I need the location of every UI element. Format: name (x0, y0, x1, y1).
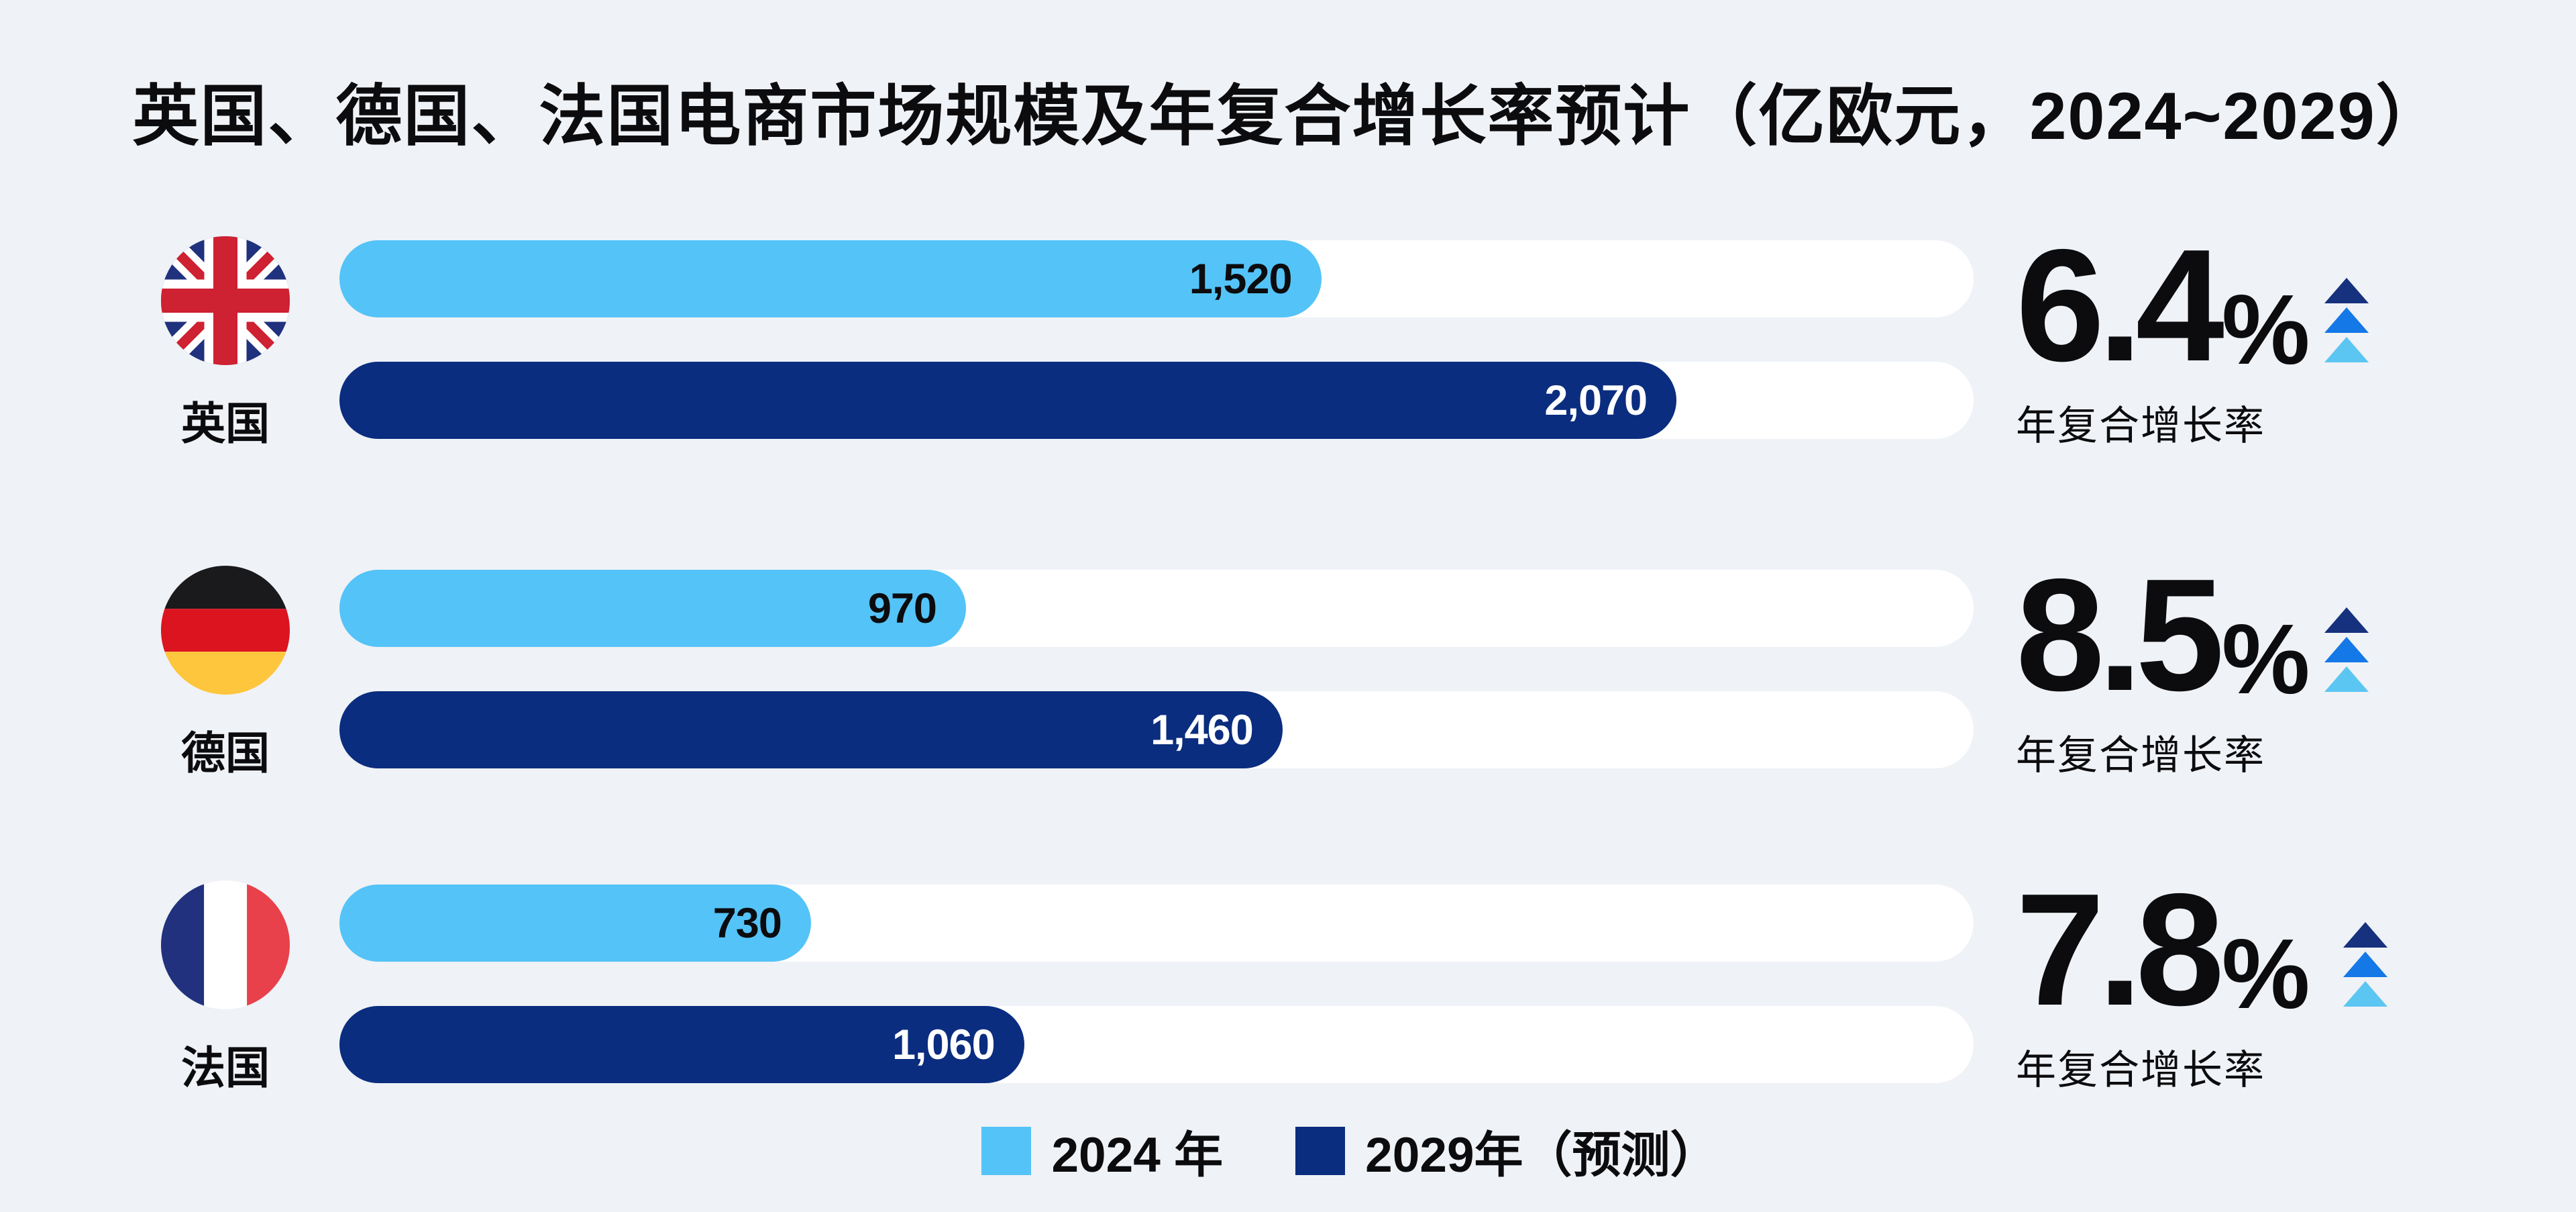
country-row-france: 法国 730 1,060 7.8 % 年复合增长率 (0, 861, 2576, 1114)
country-label: 法国 (181, 1043, 270, 1093)
bar-track-2024: 1,520 (339, 240, 1974, 317)
cagr-percent-sign: % (2221, 274, 2310, 385)
legend-item-2029: 2029年（预测） (1295, 1115, 1719, 1186)
bar-france-2029: 1,060 (339, 1006, 1024, 1083)
cagr-label: 年复合增长率 (2016, 403, 2265, 448)
country-row-uk: 英国 1,520 2,070 6.4 % 年复合增长率 (0, 217, 2576, 470)
bar-uk-2029: 2,070 (339, 362, 1677, 439)
germany-flag-icon (161, 566, 290, 695)
bar-track-2029: 2,070 (339, 362, 1974, 439)
uk-flag-icon (161, 236, 290, 365)
bar-value-label: 1,460 (1150, 706, 1254, 754)
bar-value-label: 1,520 (1189, 255, 1293, 303)
legend-label-2029: 2029年（预测） (1365, 1128, 1719, 1182)
growth-arrows-icon (2343, 922, 2388, 1007)
cagr-block-france: 7.8 % 年复合增长率 (2016, 861, 2566, 1096)
bar-track-2024: 970 (339, 570, 1974, 647)
growth-arrows-icon (2324, 278, 2369, 362)
bar-track-2024: 730 (339, 885, 1974, 962)
bar-uk-2024: 1,520 (339, 240, 1322, 317)
cagr-value: 7.8 (2016, 861, 2224, 1039)
legend-swatch-2024 (981, 1127, 1032, 1175)
bar-value-label: 1,060 (892, 1021, 996, 1068)
chart-title: 英国、德国、法国电商市场规模及年复合增长率预计（亿欧元，2024~2029） (132, 79, 2444, 153)
country-row-germany: 德国 970 1,460 8.5 % 年复合增长率 (0, 546, 2576, 799)
cagr-label: 年复合增长率 (2016, 1048, 2265, 1093)
bar-germany-2029: 1,460 (339, 691, 1283, 768)
growth-arrows-icon (2324, 607, 2369, 692)
bar-value-label: 2,070 (1544, 376, 1648, 424)
legend-label-2024: 2024 年 (1051, 1128, 1224, 1182)
bar-value-label: 970 (867, 585, 937, 632)
bar-germany-2024: 970 (339, 570, 966, 647)
legend: 2024 年 2029年（预测） (62, 1115, 2576, 1186)
cagr-value: 6.4 (2016, 217, 2224, 395)
cagr-percent-sign: % (2221, 604, 2310, 715)
bar-track-2029: 1,460 (339, 691, 1974, 768)
france-flag-icon (161, 880, 290, 1009)
cagr-block-germany: 8.5 % 年复合增长率 (2016, 546, 2566, 781)
legend-item-2024: 2024 年 (981, 1115, 1223, 1186)
cagr-block-uk: 6.4 % 年复合增长率 (2016, 217, 2566, 452)
bar-france-2024: 730 (339, 885, 811, 962)
bar-track-2029: 1,060 (339, 1006, 1974, 1083)
cagr-label: 年复合增长率 (2016, 733, 2265, 778)
country-label: 德国 (181, 728, 270, 778)
cagr-percent-sign: % (2221, 919, 2310, 1029)
bar-value-label: 730 (712, 899, 782, 947)
legend-swatch-2029 (1295, 1127, 1346, 1175)
country-label: 英国 (181, 399, 270, 448)
cagr-value: 8.5 (2016, 546, 2224, 724)
